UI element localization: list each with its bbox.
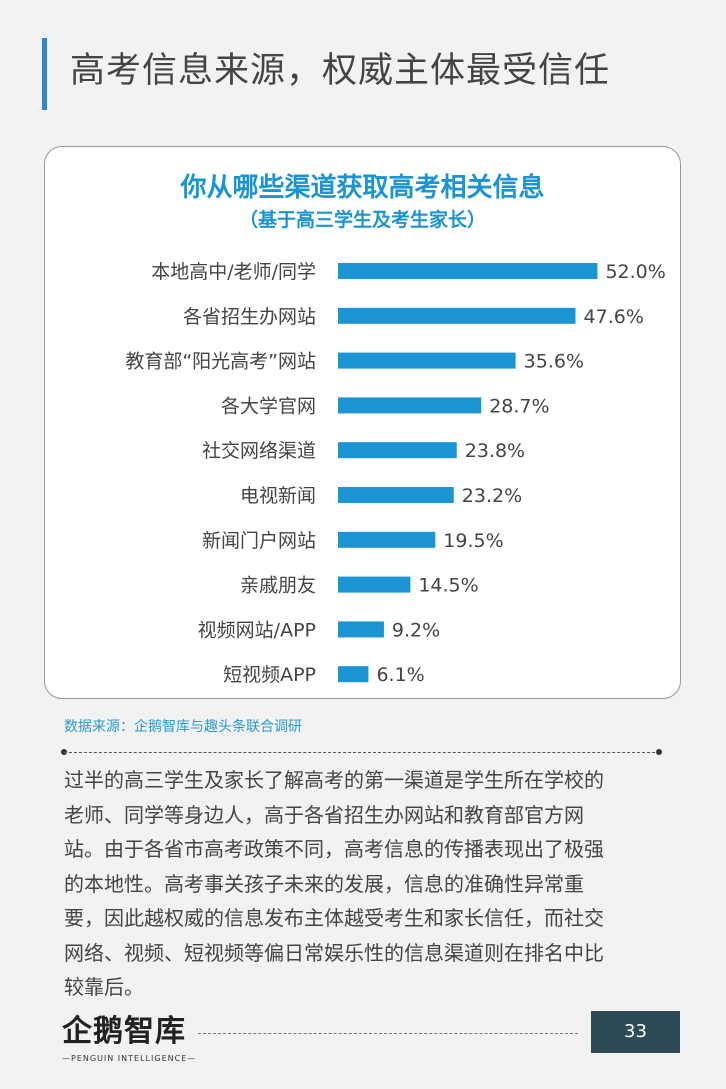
body-paragraph: 过半的高三学生及家长了解高考的第一渠道是学生所在学校的 老师、同学等身边人，高于… — [64, 763, 664, 1005]
value-label: 47.6% — [584, 306, 644, 328]
divider-dot-right — [656, 749, 662, 755]
value-label: 19.5% — [443, 530, 503, 552]
penguin-logo: 企鹅智库 —PENGUIN INTELLIGENCE— — [62, 1006, 197, 1066]
logo-text: 企鹅智库 — [62, 1014, 186, 1049]
data-source: 数据来源：企鹅智库与趣头条联合调研 — [64, 719, 302, 735]
page-number: 33 — [591, 1011, 680, 1053]
category-label: 亲戚朋友 — [240, 575, 316, 597]
bar — [338, 307, 576, 324]
category-label: 视频网站/APP — [198, 619, 316, 641]
bar — [338, 666, 369, 683]
body-line: 的本地性。高考事关孩子未来的发展，信息的准确性异常重 — [64, 871, 584, 896]
category-label: 电视新闻 — [240, 485, 316, 507]
category-label: 新闻门户网站 — [202, 530, 316, 552]
bar — [338, 531, 436, 548]
bar — [338, 487, 454, 503]
value-label: 28.7% — [489, 395, 549, 417]
bar — [338, 397, 482, 414]
value-label: 9.2% — [392, 619, 440, 641]
body-line: 网络、视频、短视频等偏日常娱乐性的信息渠道则在排名中比 — [64, 940, 604, 965]
category-label: 社交网络渠道 — [202, 440, 316, 462]
body-line: 要，因此越权威的信息发布主体越受考生和家长信任，而社交 — [64, 906, 604, 930]
bar — [338, 352, 516, 369]
category-label: 短视频APP — [223, 664, 316, 686]
value-label: 35.6% — [524, 351, 584, 373]
body-line: 站。由于各省市高考政策不同，高考信息的传播表现出了极强 — [64, 837, 604, 861]
bar — [338, 621, 384, 638]
value-label: 14.5% — [418, 575, 478, 597]
category-label: 各省招生办网站 — [183, 306, 316, 328]
logo-subtext: —PENGUIN INTELLIGENCE— — [62, 1054, 197, 1063]
footer-divider — [198, 1033, 578, 1034]
bar — [338, 263, 598, 279]
body-line: 老师、同学等身边人，高于各省招生办网站和教育部官方网 — [64, 802, 584, 827]
chart-card: 你从哪些渠道获取高考相关信息 （基于高三学生及考生家长） 本地高中/老师/同学 5… — [44, 146, 681, 699]
value-label: 23.2% — [462, 485, 522, 507]
chart-subtitle: （基于高三学生及考生家长） — [238, 209, 486, 231]
value-label: 6.1% — [376, 664, 424, 686]
category-label: 各大学官网 — [221, 395, 316, 417]
category-label: 教育部“阳光高考”网站 — [125, 351, 316, 373]
bar — [338, 576, 411, 593]
body-line: 较靠后。 — [64, 975, 144, 999]
page-title: 高考信息来源，权威主体最受信任 — [70, 51, 611, 91]
divider — [64, 752, 660, 753]
chart-title: 你从哪些渠道获取高考相关信息 — [180, 173, 545, 203]
bar — [338, 442, 457, 459]
value-label: 23.8% — [465, 440, 525, 462]
title-accent-bar — [42, 38, 47, 110]
category-label: 本地高中/老师/同学 — [151, 261, 316, 283]
body-line: 过半的高三学生及家长了解高考的第一渠道是学生所在学校的 — [64, 768, 604, 792]
value-label: 52.0% — [605, 261, 665, 283]
bar-chart: 本地高中/老师/同学 52.0% 各省招生办网站 47.6% 教育部“阳光高考”网站 35… — [125, 261, 666, 686]
